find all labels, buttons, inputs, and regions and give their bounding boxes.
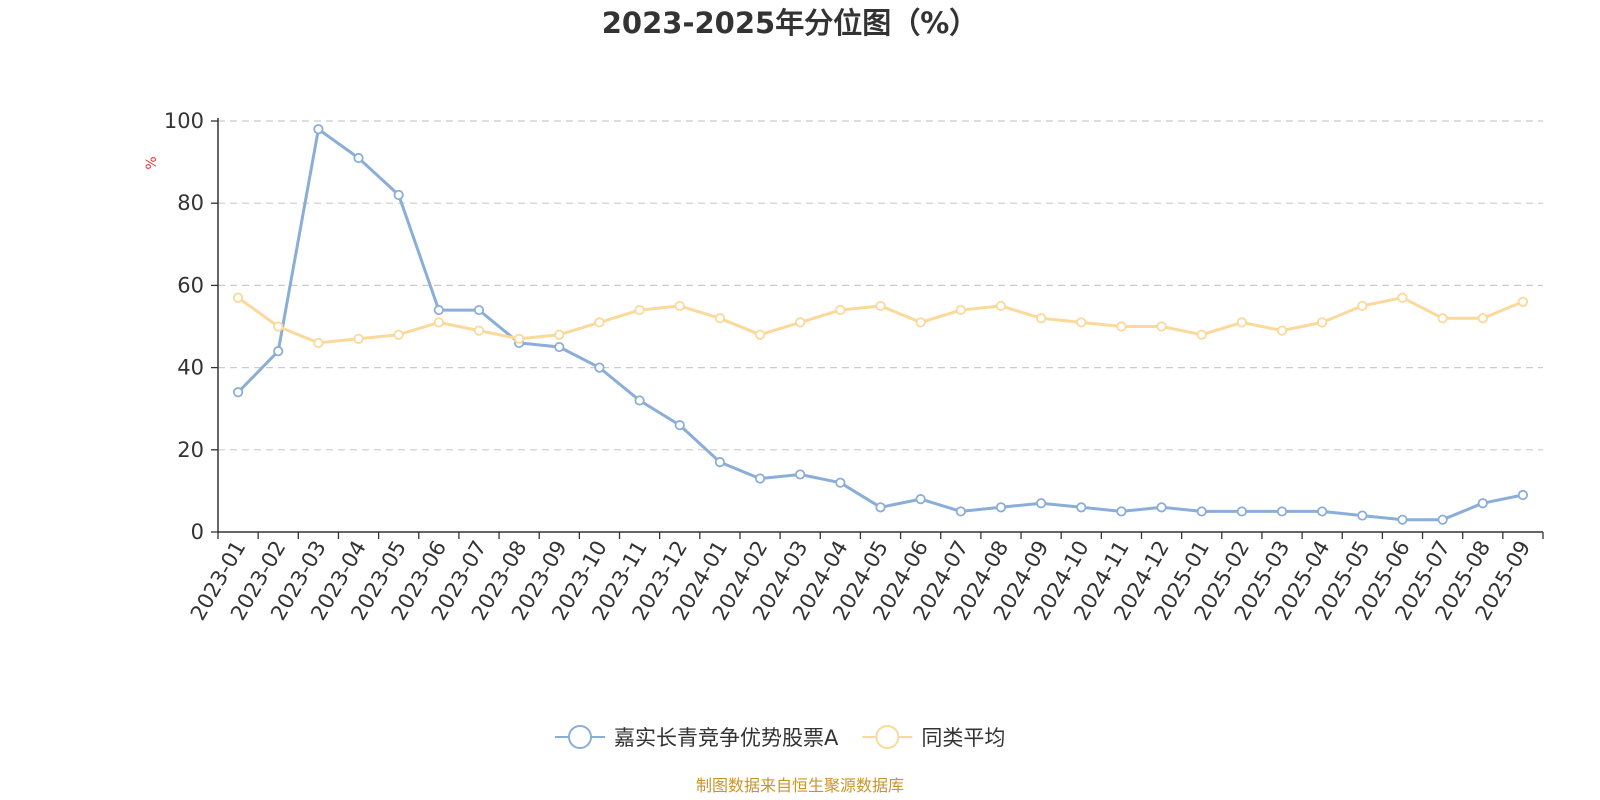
data-point (1076, 317, 1087, 328)
data-point (995, 300, 1007, 312)
data-point (232, 292, 244, 303)
data-point (714, 313, 725, 324)
y-tick-label: 80 (177, 191, 204, 215)
data-point (1357, 510, 1368, 521)
data-point (594, 317, 605, 328)
data-point (955, 506, 966, 517)
data-point (393, 189, 404, 201)
data-point (353, 333, 364, 344)
data-point (875, 502, 886, 513)
data-point (473, 304, 485, 316)
data-point (1076, 502, 1087, 513)
axes (211, 118, 1544, 539)
data-point (554, 329, 565, 340)
data-point (1437, 313, 1448, 324)
data-point (915, 317, 926, 328)
y-tick-label: 20 (177, 438, 204, 462)
data-point (674, 300, 685, 312)
data-point (955, 304, 966, 316)
legend-circle-icon (875, 725, 900, 749)
source-note: 制图数据来自恒生聚源数据库 (696, 776, 904, 795)
data-point (473, 325, 485, 336)
data-point (1036, 498, 1047, 509)
data-point (1116, 506, 1127, 517)
data-point (313, 337, 324, 349)
grid-lines (218, 120, 1543, 451)
data-point (1196, 506, 1207, 517)
data-point (714, 457, 725, 468)
legend-item-1[interactable]: 嘉实长青竞争优势股票A (555, 725, 839, 750)
series-lines (232, 124, 1529, 525)
data-point (1276, 506, 1288, 517)
data-point (1357, 300, 1368, 312)
data-point (1517, 489, 1529, 501)
data-point (514, 333, 525, 344)
data-point (995, 502, 1007, 513)
data-point (1116, 321, 1127, 332)
data-point (634, 304, 645, 316)
data-point (232, 387, 244, 398)
y-tick-label: 60 (177, 273, 204, 297)
data-point (754, 329, 766, 340)
data-point (674, 420, 685, 431)
data-point (1236, 506, 1247, 517)
data-point (1517, 296, 1529, 307)
data-point (835, 477, 846, 488)
series-2 (232, 292, 1529, 349)
data-point (433, 304, 444, 316)
data-point (273, 321, 284, 332)
y-tick-label: 40 (177, 356, 204, 380)
data-point (754, 473, 766, 484)
data-point (634, 395, 645, 406)
legend-circle-icon (568, 725, 592, 749)
x-tick-labels: 2023-012023-022023-032023-042023-052023-… (186, 536, 1536, 624)
y-tick-label: 100 (164, 109, 204, 133)
data-point (313, 124, 324, 135)
data-point (795, 317, 806, 328)
data-point (1236, 317, 1247, 328)
y-tick-label: 0 (191, 520, 204, 544)
legend-label: 嘉实长青竞争优势股票A (614, 726, 839, 750)
data-point (1036, 313, 1047, 324)
y-tick-labels: 0 20 40 60 80 100 (164, 109, 204, 544)
data-point (1196, 329, 1207, 340)
y-axis-unit-label: % (144, 156, 160, 169)
data-point (273, 346, 284, 357)
data-point (554, 341, 565, 353)
data-point (1156, 502, 1167, 513)
data-point (1317, 506, 1328, 517)
legend-label: 同类平均 (921, 726, 1005, 750)
series-1 (232, 124, 1529, 525)
data-point (915, 494, 926, 505)
data-point (353, 152, 364, 164)
data-point (393, 329, 404, 340)
data-point (594, 362, 605, 373)
data-point (835, 304, 846, 316)
data-point (1317, 317, 1328, 328)
data-point (875, 300, 886, 312)
data-point (1397, 292, 1408, 303)
data-point (1276, 325, 1288, 336)
data-point (1397, 514, 1408, 525)
legend[interactable]: 嘉实长青竞争优势股票A 同类平均 (555, 725, 1005, 750)
data-point (795, 469, 806, 480)
chart-title: 2023-2025年分位图（%） (602, 6, 979, 40)
data-point (1477, 313, 1488, 324)
data-point (1156, 321, 1167, 332)
data-point (1477, 498, 1488, 509)
data-point (433, 317, 444, 328)
legend-item-2[interactable]: 同类平均 (862, 725, 1005, 750)
data-point (1437, 514, 1448, 525)
